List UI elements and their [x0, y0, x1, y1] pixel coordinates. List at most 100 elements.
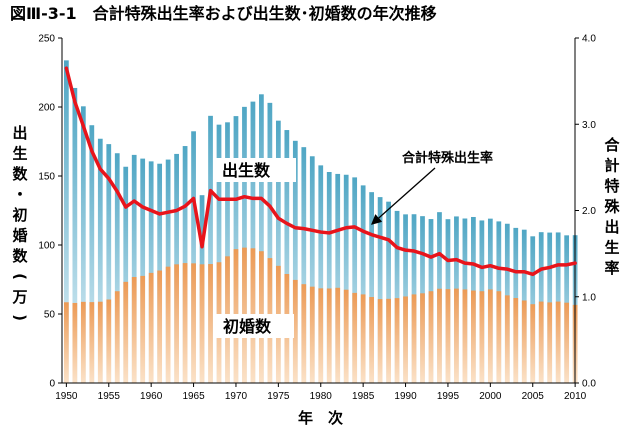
tfr-annotation: 合計特殊出生率 [402, 150, 493, 166]
marriage-bar [72, 302, 78, 383]
axis-title-char: ) [11, 314, 29, 321]
marriage-bar [208, 264, 213, 383]
birth-bar [352, 177, 358, 383]
marriage-bar [394, 298, 400, 383]
marriage-bar [80, 301, 86, 383]
birth-bar [318, 165, 324, 383]
marriage-bar [521, 300, 527, 383]
left-tick-label: 150 [38, 172, 55, 183]
marriage-bar [530, 304, 536, 383]
marriage-bar [309, 286, 315, 383]
marriage-bar [445, 289, 451, 383]
x-tick-label: 2005 [522, 391, 545, 402]
birth-bar [191, 131, 196, 383]
left-tick-label: 200 [38, 103, 55, 114]
left-axis-ticks: 0 50 100 150 200 250 [38, 34, 62, 390]
birth-bar [259, 94, 264, 384]
marriage-bar [123, 281, 129, 383]
marriage-bar [538, 301, 544, 383]
tfr-annotation-arrow [371, 167, 436, 225]
birth-bar [225, 122, 230, 383]
birth-bar [131, 154, 137, 383]
chart-title: 図Ⅲ-3-1 合計特殊出生率および出生数･初婚数の年次推移 [10, 4, 437, 23]
x-tick-label: 1975 [267, 391, 290, 402]
marriage-bar [140, 275, 146, 383]
marriage-bar [64, 302, 69, 383]
marriage-bar [504, 295, 510, 383]
marriage-bar [437, 288, 442, 383]
axis-title-char: 率 [604, 259, 619, 277]
birth-bar [123, 166, 129, 383]
axis-title-char: ( [11, 273, 29, 280]
x-tick-label: 1965 [182, 391, 205, 402]
birth-bar [106, 144, 112, 383]
marriage-bar [420, 293, 425, 383]
marriage-bar [148, 272, 154, 383]
birth-bar [216, 124, 222, 383]
birth-bar [394, 210, 400, 383]
marriage-bar [454, 288, 459, 383]
x-tick-label: 1995 [437, 391, 460, 402]
x-tick-label: 1950 [55, 391, 78, 402]
axis-title-char: 合 [603, 136, 620, 154]
marriage-bar [471, 290, 476, 383]
x-tick-label: 1955 [98, 391, 121, 402]
birth-bar [284, 130, 290, 383]
marriage-bar [386, 298, 391, 383]
axis-title-char: 生 [604, 239, 619, 257]
x-tick-label: 1990 [394, 391, 417, 402]
right-tick-label: 2.0 [582, 206, 596, 217]
birth-bar [360, 185, 366, 383]
axis-title-char: ・ [12, 186, 27, 204]
tfr-line [64, 66, 577, 277]
axis-title-char: 特 [604, 177, 619, 195]
birth-bar [64, 60, 69, 384]
axis-title-char: 計 [604, 157, 619, 175]
x-tick-label: 2010 [564, 391, 587, 402]
marriage-bar [97, 301, 103, 383]
marriage-bar [369, 297, 375, 383]
marriages-annotation: 初婚数 [223, 317, 272, 336]
marriage-bar [479, 291, 485, 383]
birth-bar [309, 156, 315, 383]
marriage-bar [326, 288, 332, 383]
marriage-bar [411, 294, 417, 383]
axis-title-char: 数 [12, 247, 28, 265]
left-axis-title: 出生数・初婚数(万) [11, 124, 29, 321]
axis-title-char: 万 [11, 288, 27, 306]
axis-title-char: 出 [604, 218, 619, 236]
marriage-bar [352, 292, 358, 383]
birth-bar [326, 172, 332, 383]
marriage-bar [360, 294, 366, 383]
marriage-bar [292, 279, 298, 383]
marriage-bar [157, 270, 163, 383]
marriage-bar [165, 266, 171, 383]
right-tick-label: 0.0 [582, 379, 596, 390]
x-axis-ticks: 1950 1955 1960 1965 1970 1975 1980 1985 1990 1995… [55, 383, 587, 402]
births-annotation: 出生数 [222, 161, 271, 180]
birth-bar [275, 120, 281, 383]
marriage-bar [114, 291, 120, 383]
marriage-bar [343, 289, 349, 383]
marriage-bar [199, 264, 205, 383]
birth-bar [140, 158, 146, 383]
birth-bar [292, 140, 298, 383]
left-tick-label: 100 [38, 241, 55, 252]
birth-bar [148, 161, 154, 383]
marriage-bar [318, 288, 324, 383]
birth-bar [250, 101, 256, 384]
birth-bar [386, 201, 391, 383]
marriage-bar [182, 263, 188, 383]
marriage-bar [513, 297, 519, 383]
axis-title-char: 初 [12, 206, 27, 224]
marriage-bar [191, 263, 196, 383]
birth-bar [97, 138, 103, 383]
marriage-bar [131, 277, 137, 383]
marriage-bar [106, 299, 112, 383]
right-tick-label: 1.0 [582, 292, 596, 303]
birth-bar [301, 147, 307, 383]
x-tick-label: 2000 [479, 391, 502, 402]
marriage-bar [496, 291, 502, 383]
birth-bar [242, 106, 247, 384]
